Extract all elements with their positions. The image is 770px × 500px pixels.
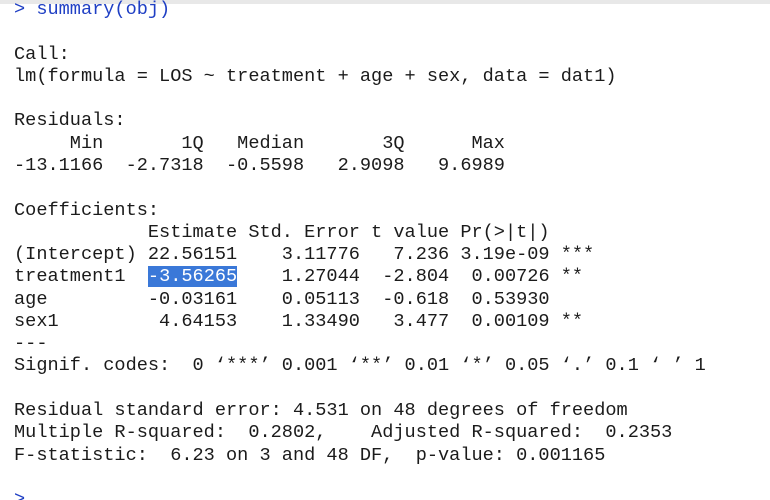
summary-line: Residual standard error: 4.531 on 48 deg…: [14, 400, 628, 422]
separator: ---: [14, 333, 48, 355]
residuals-values: -13.1166 -2.7318 -0.5598 2.9098 9.6989: [14, 154, 505, 176]
summary-line: F-statistic: 6.23 on 3 and 48 DF, p-valu…: [14, 444, 606, 466]
coef-header: Estimate Std. Error t value Pr(>|t|): [14, 221, 550, 243]
call-formula: lm(formula = LOS ~ treatment + age + sex…: [14, 65, 617, 87]
section-label: Residuals:: [14, 110, 126, 132]
row-values: 1.27044 -2.804 0.00726 **: [237, 266, 584, 288]
prompt: >: [14, 489, 26, 500]
section-label: Coefficients:: [14, 199, 160, 221]
coef-row: age -0.03161 0.05113 -0.618 0.53930: [14, 288, 550, 310]
row-name: treatment1: [14, 266, 148, 288]
coef-row: sex1 4.64153 1.33490 3.477 0.00109 **: [14, 310, 584, 332]
title-bar: [0, 0, 770, 4]
section-label: Call:: [14, 43, 70, 65]
selected-estimate: -3.56265: [147, 266, 238, 288]
residuals-header: Min 1Q Median 3Q Max: [14, 132, 505, 154]
coef-row: treatment1 -3.56265 1.27044 -2.804 0.007…: [14, 266, 583, 288]
coef-row: (Intercept) 22.56151 3.11776 7.236 3.19e…: [14, 244, 595, 266]
signif-codes: Signif. codes: 0 ‘***’ 0.001 ‘**’ 0.01 ‘…: [14, 355, 706, 377]
summary-line: Multiple R-squared: 0.2802, Adjusted R-s…: [14, 422, 673, 444]
command: > summary(obj): [14, 0, 171, 20]
